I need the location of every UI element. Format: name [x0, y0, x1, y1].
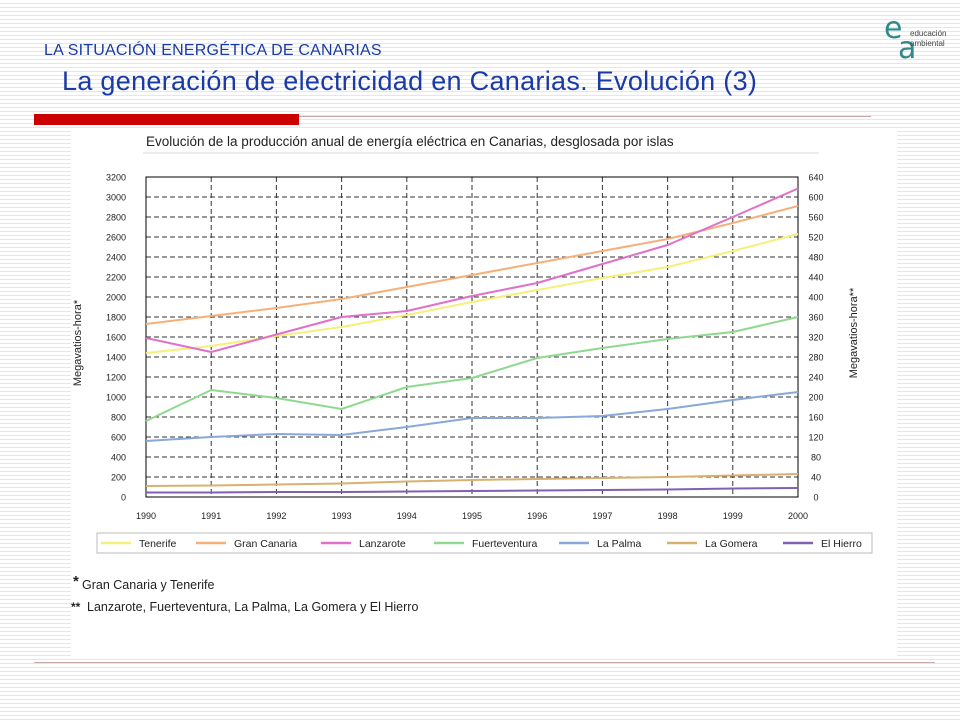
x-tick-label: 1998 — [658, 511, 678, 521]
y-axis-label: Megavatios-hora* — [72, 299, 84, 386]
logo-line-1: educación — [910, 29, 947, 38]
note-text-2: Lanzarote, Fuerteventura, La Palma, La G… — [87, 600, 418, 614]
y-tick-label: 2600 — [106, 233, 126, 243]
x-tick-label: 1996 — [527, 511, 547, 521]
legend-label-la-gomera: La Gomera — [705, 538, 758, 550]
series-line-el-hierro — [146, 487, 799, 494]
y-tick-label: 600 — [111, 433, 126, 443]
y2-tick-label: 560 — [808, 213, 823, 223]
legend-label-fuerteventura: Fuerteventura — [472, 538, 538, 550]
legend-label-gran-canaria: Gran Canaria — [234, 538, 297, 550]
left-axis-ticks: 0 200 400 600 800 1000 1200 1400 1600 1800 2000 220… — [106, 173, 126, 503]
y-tick-label: 3000 — [106, 193, 126, 203]
x-tick-label: 1993 — [332, 511, 352, 521]
chart-title: Evolución de la producción anual de ener… — [146, 134, 674, 149]
logo-line-2: ambiental — [910, 39, 945, 48]
x-tick-label: 2000 — [788, 511, 808, 521]
y2-tick-label: 440 — [808, 273, 823, 283]
y2-tick-label: 280 — [808, 353, 823, 363]
series-line-fuerteventura — [145, 316, 799, 422]
y2-tick-label: 0 — [813, 493, 818, 503]
note-text-1: Gran Canaria y Tenerife — [82, 578, 215, 592]
y2-tick-label: 320 — [808, 333, 823, 343]
slide-subtitle: LA SITUACIÓN ENERGÉTICA DE CANARIAS — [44, 42, 382, 59]
right-axis-ticks: 0 40 80 120 160 200 240 280 320 360 400 440 480 520 56… — [808, 173, 823, 503]
y2-tick-label: 360 — [808, 313, 823, 323]
series-line-la-palma — [145, 391, 799, 442]
x-tick-label: 1991 — [201, 511, 221, 521]
y-tick-label: 2800 — [106, 213, 126, 223]
educacion-ambiental-logo: e a educación ambiental — [880, 11, 952, 64]
legend-label-tenerife: Tenerife — [139, 538, 177, 550]
y2-tick-label: 120 — [808, 433, 823, 443]
y-tick-label: 200 — [111, 473, 126, 483]
note-mark-1: * — [73, 573, 79, 590]
y-tick-label: 3200 — [106, 173, 126, 183]
y-tick-label: 1000 — [106, 393, 126, 403]
y-tick-label: 2200 — [106, 273, 126, 283]
logo-letter-e: e — [884, 11, 903, 46]
title-accent-bar — [34, 114, 299, 125]
plot-area-frame — [145, 176, 799, 498]
chart-panel: Evolución de la producción anual de ener… — [71, 128, 897, 656]
y-tick-label: 0 — [121, 493, 126, 503]
legend-label-la-palma: La Palma — [597, 538, 642, 550]
y2-tick-label: 600 — [808, 193, 823, 203]
y-tick-label: 2400 — [106, 253, 126, 263]
y-tick-label: 1400 — [106, 353, 126, 363]
y2-tick-label: 80 — [811, 453, 821, 463]
y-tick-label: 800 — [111, 413, 126, 423]
x-tick-label: 1995 — [462, 511, 482, 521]
y-tick-label: 1600 — [106, 333, 126, 343]
y2-tick-label: 40 — [811, 473, 821, 483]
y2-tick-label: 160 — [808, 413, 823, 423]
y-tick-label: 2000 — [106, 293, 126, 303]
y2-tick-label: 640 — [808, 173, 823, 183]
title-divider — [299, 116, 871, 117]
y-tick-label: 1200 — [106, 373, 126, 383]
legend-label-lanzarote: Lanzarote — [359, 538, 406, 550]
slide-title: La generación de electricidad en Canaria… — [62, 66, 758, 96]
y2-tick-label: 200 — [808, 393, 823, 403]
y-tick-label: 400 — [111, 453, 126, 463]
note-mark-2: ** — [71, 600, 81, 614]
footer-divider — [34, 662, 935, 663]
series-line-la-gomera — [145, 473, 799, 487]
x-tick-label: 1992 — [266, 511, 286, 521]
series-line-lanzarote — [145, 187, 799, 353]
legend-label-el-hierro: El Hierro — [821, 538, 862, 550]
chart-legend: Tenerife Gran Canaria Lanzarote Fuerteventu… — [101, 538, 862, 550]
y2-axis-label: Megavatios-hora** — [848, 287, 860, 378]
chart-grid — [146, 177, 798, 497]
legend-box — [96, 532, 873, 554]
y2-tick-label: 480 — [808, 253, 823, 263]
logo-letter-a: a — [898, 31, 917, 66]
chart-series — [145, 187, 799, 494]
x-axis-ticks: 1990 1991 1992 1993 1994 1995 1996 1997 1998 1999… — [136, 511, 808, 521]
series-line-gran-canaria — [145, 205, 799, 325]
x-tick-label: 1990 — [136, 511, 156, 521]
y-tick-label: 1800 — [106, 313, 126, 323]
x-tick-label: 1999 — [723, 511, 743, 521]
y2-tick-label: 240 — [808, 373, 823, 383]
x-tick-label: 1997 — [592, 511, 612, 521]
y2-tick-label: 520 — [808, 233, 823, 243]
y2-tick-label: 400 — [808, 293, 823, 303]
electricity-production-chart: Evolución de la producción anual de ener… — [71, 134, 873, 614]
x-tick-label: 1994 — [397, 511, 417, 521]
